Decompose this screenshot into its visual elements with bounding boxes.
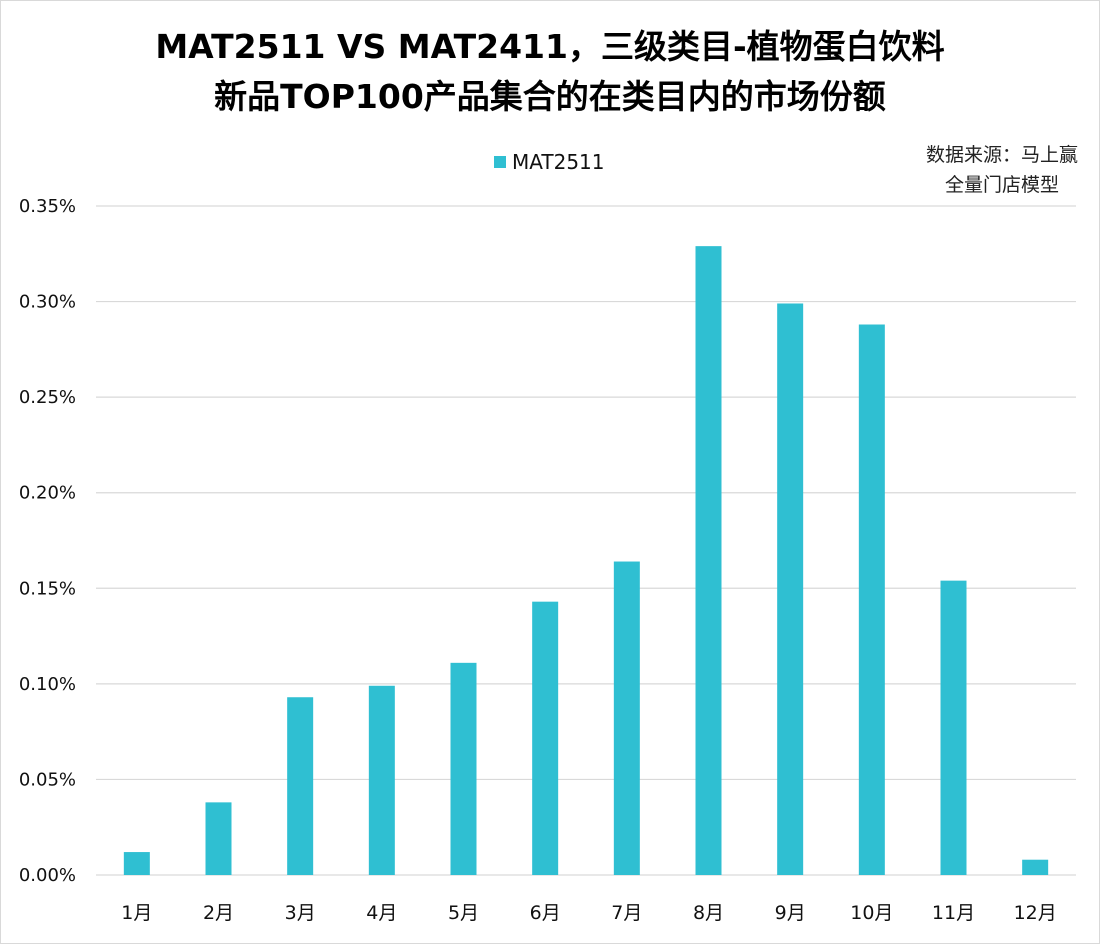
chart-title-line-2: 新品TOP100产品集合的在类目内的市场份额	[214, 77, 886, 116]
bar-3	[287, 697, 314, 875]
y-tick-label-3: 0.15%	[19, 578, 76, 599]
bar-10	[858, 324, 885, 876]
x-category-label-3: 3月	[285, 902, 316, 924]
bar-1	[123, 852, 150, 875]
x-category-label-12: 12月	[1014, 902, 1057, 924]
chart-title: MAT2511 VS MAT2411，三级类目-植物蛋白饮料 新品TOP100产…	[0, 22, 1100, 122]
y-tick-label-4: 0.20%	[19, 483, 76, 504]
data-source-note: 数据来源：马上赢 全量门店模型	[926, 140, 1078, 200]
x-category-label-4: 4月	[366, 902, 397, 924]
y-tick-label-0: 0.00%	[19, 865, 76, 886]
x-category-label-5: 5月	[448, 902, 479, 924]
x-category-label-11: 11月	[932, 902, 975, 924]
y-tick-label-7: 0.35%	[19, 196, 76, 217]
x-category-label-6: 6月	[530, 902, 561, 924]
bar-4	[368, 685, 395, 875]
bar-9	[777, 303, 804, 875]
legend-swatch-mat2511	[494, 156, 506, 168]
bar-12	[1022, 859, 1049, 875]
bar-5	[450, 662, 477, 875]
bar-7	[613, 561, 640, 875]
y-tick-label-6: 0.30%	[19, 292, 76, 313]
x-category-label-8: 8月	[693, 902, 724, 924]
legend-label-mat2511: MAT2511	[512, 150, 605, 174]
bar-2	[205, 802, 232, 875]
x-category-label-10: 10月	[850, 902, 893, 924]
x-category-label-2: 2月	[203, 902, 234, 924]
y-tick-label-5: 0.25%	[19, 387, 76, 408]
y-tick-label-2: 0.10%	[19, 674, 76, 695]
data-source-line-1: 数据来源：马上赢	[925, 144, 1078, 166]
chart-legend: MAT2511	[494, 150, 605, 174]
bar-8	[695, 246, 722, 875]
data-source-line-2: 全量门店模型	[944, 174, 1059, 196]
x-category-label-7: 7月	[611, 902, 642, 924]
bar-11	[940, 580, 967, 875]
y-tick-label-1: 0.05%	[19, 769, 76, 790]
chart-title-line-1: MAT2511 VS MAT2411，三级类目-植物蛋白饮料	[155, 27, 945, 66]
bar-6	[532, 601, 559, 875]
x-category-label-1: 1月	[121, 902, 152, 924]
x-category-label-9: 9月	[775, 902, 806, 924]
